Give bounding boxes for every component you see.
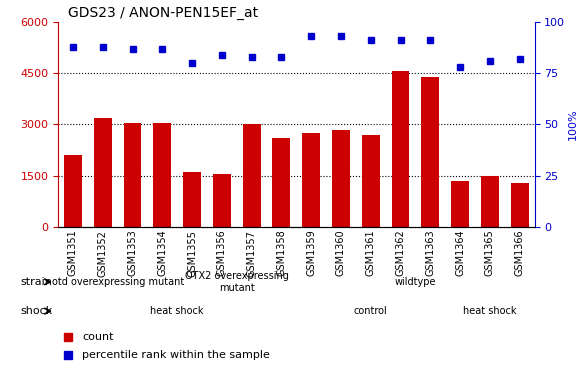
Bar <box>362 135 379 227</box>
Bar <box>332 130 350 227</box>
Bar <box>421 76 439 227</box>
Text: wildtype: wildtype <box>394 277 436 287</box>
Bar <box>64 155 82 227</box>
Text: heat shock: heat shock <box>150 306 204 316</box>
Text: OTX2 overexpressing
mutant: OTX2 overexpressing mutant <box>185 271 289 293</box>
Text: strain: strain <box>20 277 52 287</box>
Bar <box>213 174 231 227</box>
Text: shock: shock <box>20 306 52 316</box>
Bar <box>511 183 529 227</box>
Text: count: count <box>82 332 113 342</box>
Text: control: control <box>354 306 388 316</box>
Text: otd overexpressing mutant: otd overexpressing mutant <box>52 277 184 287</box>
Text: heat shock: heat shock <box>463 306 517 316</box>
Text: GDS23 / ANON-PEN15EF_at: GDS23 / ANON-PEN15EF_at <box>67 5 258 19</box>
Bar <box>183 172 201 227</box>
Bar <box>302 133 320 227</box>
Bar <box>243 124 260 227</box>
Bar <box>94 117 112 227</box>
Bar <box>153 123 171 227</box>
Bar <box>451 181 469 227</box>
Bar <box>481 176 498 227</box>
Bar <box>272 138 290 227</box>
Text: percentile rank within the sample: percentile rank within the sample <box>82 350 270 360</box>
Bar <box>392 71 410 227</box>
Bar <box>124 123 141 227</box>
Y-axis label: 100%: 100% <box>568 109 578 140</box>
